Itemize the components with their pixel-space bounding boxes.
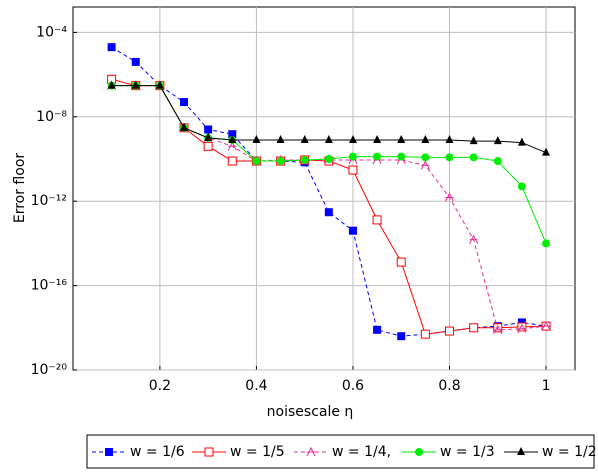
marker xyxy=(469,323,479,333)
marker xyxy=(348,165,358,175)
marker xyxy=(373,325,382,334)
marker xyxy=(493,324,503,335)
legend-marker xyxy=(415,448,423,456)
marker xyxy=(469,234,479,244)
marker xyxy=(276,134,285,143)
x-tick-label: 0.8 xyxy=(438,378,460,394)
y-tick-label: 10⁻¹² xyxy=(31,193,67,209)
marker xyxy=(373,152,382,161)
marker xyxy=(252,134,261,143)
marker xyxy=(348,226,357,235)
x-tick-label: 0.2 xyxy=(149,378,171,394)
marker xyxy=(300,134,309,143)
marker xyxy=(204,132,213,141)
marker xyxy=(228,134,237,143)
marker xyxy=(252,157,261,166)
marker xyxy=(324,134,333,143)
legend-label: w = 1/6 xyxy=(130,444,185,460)
series-line xyxy=(111,78,547,335)
marker xyxy=(445,326,454,336)
y-tick-label: 10⁻¹⁶ xyxy=(31,278,68,294)
marker xyxy=(180,98,189,107)
marker xyxy=(107,43,116,52)
y-axis-label: Error floor xyxy=(12,153,28,224)
marker xyxy=(131,80,140,89)
marker xyxy=(204,125,213,134)
marker xyxy=(155,80,164,89)
marker xyxy=(396,257,406,267)
marker xyxy=(469,136,478,145)
y-tick-label: 10⁻⁴ xyxy=(36,24,67,40)
legend-marker xyxy=(204,447,214,457)
marker xyxy=(397,152,406,161)
marker xyxy=(203,141,213,151)
series-line xyxy=(111,46,547,337)
legend-marker xyxy=(306,446,316,457)
marker xyxy=(517,137,526,146)
marker xyxy=(517,182,526,191)
legend-label: w = 1/2 xyxy=(542,444,597,460)
marker xyxy=(131,57,140,66)
marker xyxy=(445,134,454,143)
marker xyxy=(324,155,333,164)
marker xyxy=(227,156,237,166)
marker xyxy=(517,318,526,327)
marker xyxy=(421,134,430,143)
x-tick-label: 1 xyxy=(542,378,551,394)
marker xyxy=(542,147,551,156)
marker xyxy=(517,323,527,333)
x-axis-label: noisescale η xyxy=(267,404,354,420)
legend-label: w = 1/4, xyxy=(332,444,391,460)
marker xyxy=(276,157,285,166)
marker xyxy=(445,153,454,162)
legend-label: w = 1/3 xyxy=(440,444,495,460)
series-line xyxy=(111,85,547,331)
marker xyxy=(228,130,237,139)
legend-marker xyxy=(517,447,525,455)
legend-marker xyxy=(105,448,113,456)
marker xyxy=(373,134,382,143)
marker xyxy=(420,329,430,339)
marker xyxy=(348,152,357,161)
marker xyxy=(469,153,478,162)
marker xyxy=(541,321,551,331)
marker xyxy=(493,323,503,333)
marker xyxy=(372,215,382,225)
plot-frame xyxy=(72,6,576,371)
marker xyxy=(324,208,333,217)
marker xyxy=(348,134,357,143)
marker xyxy=(542,239,551,248)
marker xyxy=(397,134,406,143)
x-tick-label: 0.4 xyxy=(245,378,267,394)
marker xyxy=(397,332,406,341)
marker xyxy=(493,136,502,145)
x-tick-label: 0.6 xyxy=(342,378,364,394)
y-tick-label: 10⁻⁸ xyxy=(36,109,67,125)
marker xyxy=(420,160,430,170)
marker xyxy=(300,155,309,164)
marker xyxy=(107,80,116,89)
marker xyxy=(445,192,454,202)
marker xyxy=(493,157,502,166)
legend-label: w = 1/5 xyxy=(230,444,285,460)
marker xyxy=(517,322,527,332)
marker xyxy=(421,153,430,162)
marker xyxy=(180,122,189,131)
y-tick-label: 10⁻²⁰ xyxy=(31,362,68,378)
